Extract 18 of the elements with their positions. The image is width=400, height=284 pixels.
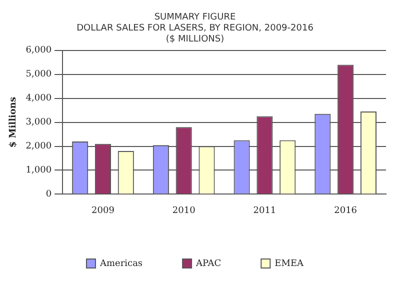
y-tick-label: 6,000 (26, 46, 52, 56)
y-tick-label: 2,000 (26, 142, 52, 152)
y-tick-label: 5,000 (26, 70, 52, 80)
legend-label: APAC (195, 258, 222, 269)
y-tick-label: 0 (46, 190, 52, 200)
x-tick-label: 2011 (253, 206, 276, 216)
x-tick-label: 2009 (92, 206, 115, 216)
y-axis-title: $ Millions (8, 96, 19, 148)
text: DOLLAR SALES FOR LASERS, BY REGION, 2009-2016 (76, 24, 314, 34)
y-tick-label: 4,000 (26, 94, 52, 104)
legend-label: EMEA (274, 258, 304, 269)
y-tick-label: 1,000 (26, 166, 52, 176)
legend-label: Americas (98, 258, 143, 269)
text: SUMMARY FIGURE (154, 12, 236, 23)
x-tick-label: 2016 (334, 206, 358, 216)
y-tick-label: 3,000 (26, 118, 52, 128)
text: ($ MILLIONS) (166, 34, 224, 44)
x-tick-label: 2010 (172, 206, 196, 216)
